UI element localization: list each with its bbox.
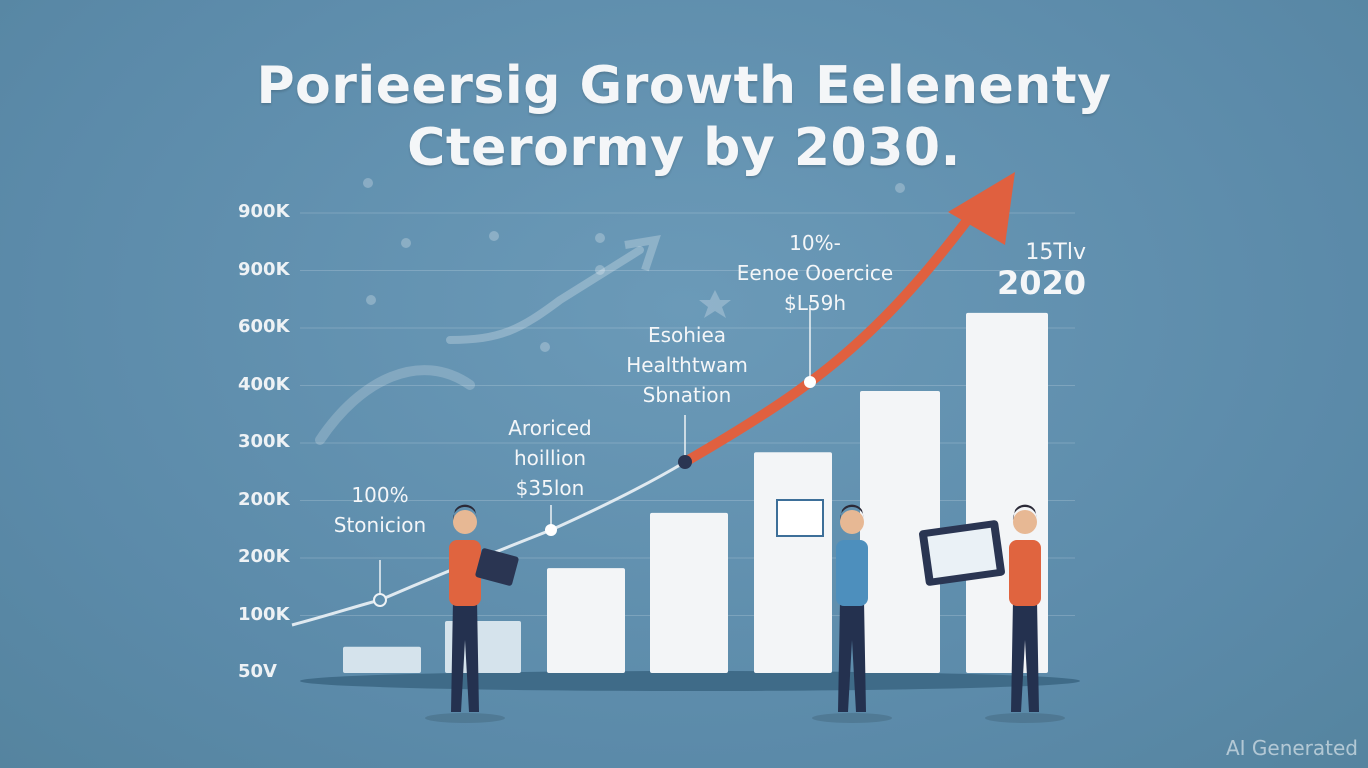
person-legs — [451, 600, 479, 712]
y-tick-label: 900K — [238, 258, 290, 280]
person-legs — [1011, 600, 1039, 712]
person-shadow — [812, 713, 892, 723]
data-point-marker — [804, 376, 816, 388]
annotation-3-line-2: Healthtwam — [626, 353, 748, 377]
annotation-1-line-2: Stonicion — [333, 513, 427, 537]
bar — [547, 568, 625, 673]
data-point-marker — [373, 593, 387, 607]
trend-arrow-line — [680, 205, 980, 467]
clipboard-screen — [927, 527, 997, 579]
person-shadow — [985, 713, 1065, 723]
y-tick-label: 200K — [238, 488, 290, 510]
y-tick-label: 100K — [238, 603, 290, 625]
annotation-3-line-3: Sbnation — [642, 383, 732, 407]
person-torso — [836, 540, 868, 606]
annotation-1-line-1: 100% — [351, 483, 409, 507]
person-woman — [425, 504, 505, 723]
watermark: AI Generated — [1225, 736, 1358, 760]
data-point-marker — [678, 455, 692, 469]
decorative-dot — [595, 233, 605, 243]
trend-arrow-head — [948, 172, 1015, 245]
annotation-2-line-3: $35lon — [515, 476, 585, 500]
y-tick-label: 200K — [238, 546, 290, 567]
decorative-swoosh — [315, 365, 475, 445]
y-tick-label: 50V — [238, 661, 277, 682]
annotation-4-line-2: Eenoe Ooercice — [736, 261, 894, 285]
data-point-marker — [545, 524, 557, 536]
annotation-4: 10%- Eenoe Ooercice $L59h — [720, 228, 910, 318]
y-tick-label: 600K — [238, 316, 290, 337]
y-tick-label: 300K — [238, 431, 290, 452]
year-label: 2020 — [996, 264, 1086, 302]
annotation-3: Esohiea Healthtwam Sbnation — [607, 320, 767, 410]
decorative-dot — [363, 178, 373, 188]
person-hair — [452, 504, 477, 520]
decorative-dot — [895, 183, 905, 193]
decorative-dot — [401, 238, 411, 248]
person-legs — [838, 600, 866, 712]
decorative-arrowhead — [624, 234, 661, 272]
annotation-3-line-1: Esohiea — [647, 323, 727, 347]
annotation-2-line-1: Aroriced — [508, 416, 592, 440]
annotation-1: 100% Stonicion — [320, 480, 440, 540]
person-man-clipboard — [985, 504, 1065, 723]
decorative-dot — [489, 231, 499, 241]
tablet-icon — [475, 548, 519, 586]
bar — [860, 391, 940, 673]
star-icon — [699, 290, 731, 318]
person-head — [840, 510, 864, 534]
decorative-dot — [540, 342, 550, 352]
bar — [754, 452, 832, 673]
annotation-2-line-2: hoillion — [513, 446, 587, 470]
person-torso — [1009, 540, 1041, 606]
person-hair — [839, 504, 864, 520]
year-label-top: 15Tlv — [1025, 240, 1086, 265]
chart-title-line-2: Cterormy by 2030. — [407, 118, 961, 178]
person-torso — [449, 540, 481, 606]
chart-baseline — [300, 671, 1080, 691]
person-hair — [1012, 504, 1037, 520]
person-shadow — [425, 713, 505, 723]
annotation-4-line-3: $L59h — [784, 291, 846, 315]
annotation-4-line-1: 10%- — [789, 231, 841, 255]
bar — [343, 646, 421, 673]
chart-title-line-1: Porieersig Growth Eelenenty — [256, 56, 1112, 116]
bar — [650, 512, 728, 673]
document-icon — [776, 499, 824, 537]
decorative-arrow — [446, 246, 644, 344]
decorative-dot — [595, 265, 605, 275]
person-head — [453, 510, 477, 534]
y-tick-label: 400K — [238, 373, 290, 395]
annotation-2: Aroriced hoillion $35lon — [470, 413, 630, 503]
y-tick-label: 900K — [238, 201, 290, 222]
decorative-dot — [366, 295, 376, 305]
person-head — [1013, 510, 1037, 534]
person-man-presenting — [812, 504, 892, 723]
